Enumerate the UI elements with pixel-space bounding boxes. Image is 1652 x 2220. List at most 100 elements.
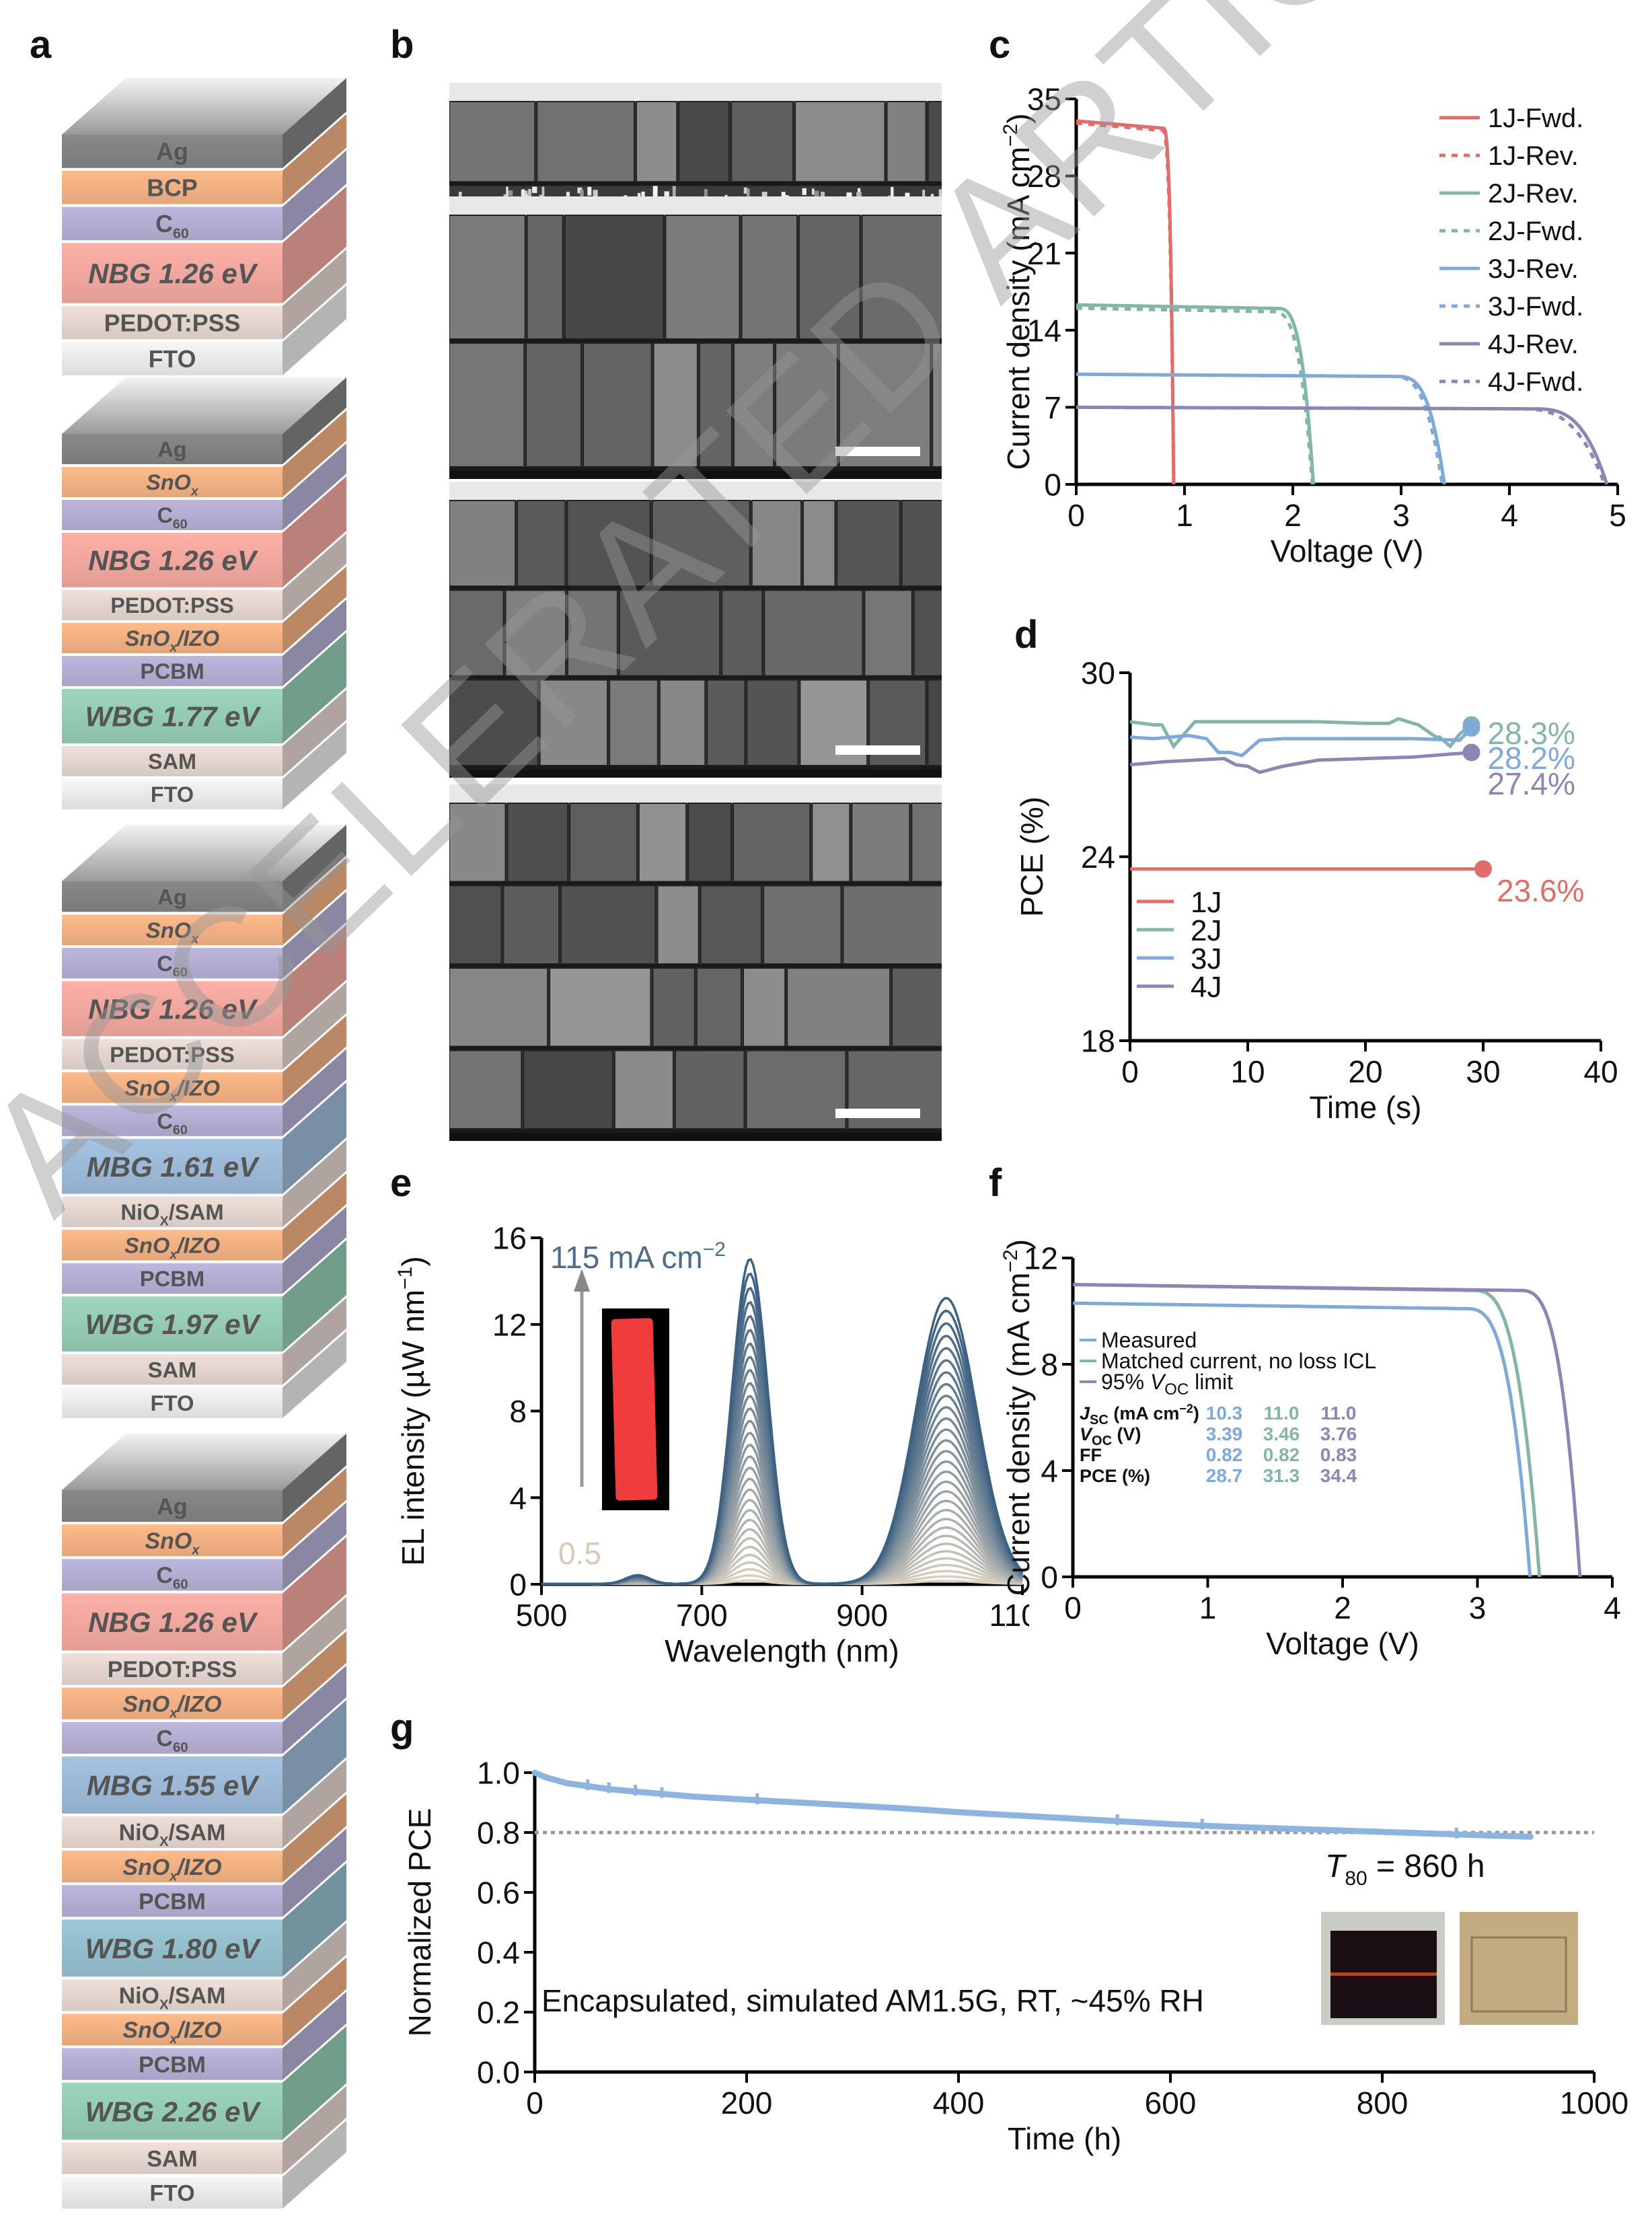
layer-label: SnOx/IZO (122, 1855, 221, 1884)
y-axis-label: EL intensity (µW nm−1) (397, 1256, 430, 1565)
sem-grain (566, 500, 651, 587)
layer-label: Ag (157, 885, 187, 910)
pce-trace-2j (1129, 716, 1473, 749)
sem-grain (539, 679, 609, 766)
param-row-label: PCE (%) (1080, 1466, 1150, 1486)
layer-label: NBG 1.26 eV (88, 994, 258, 1025)
sem-grain (613, 1049, 674, 1130)
sem-grain (733, 342, 775, 468)
param-value: 3.76 (1320, 1423, 1357, 1444)
jv-curve-95-v-oc-limit (1072, 1283, 1582, 1578)
layer-label: PEDOT:PSS (108, 1657, 237, 1682)
x-tick-label: 5 (1609, 498, 1626, 533)
layer-c60: C60 (62, 150, 346, 242)
layer-label: FTO (151, 1391, 194, 1415)
layer-nbg-1-26-ev: NBG 1.26 eV (62, 1537, 346, 1651)
sem-grain (526, 215, 564, 340)
y-tick-label: 18 (1081, 1024, 1115, 1059)
device-stack-3J: Ag SnOx C60 NBG 1.26 eV PEDOT:PSS SnOx/IZO C60… (0, 821, 390, 1426)
x-axis-label: Wavelength (nm) (665, 1633, 899, 1668)
layer-label: PCBM (140, 659, 204, 683)
x-tick-label: 2 (1334, 1590, 1351, 1625)
x-tick-label: 10 (1230, 1054, 1265, 1089)
layer-label: SnOx (145, 1528, 200, 1557)
legend-label: 2J (1191, 914, 1222, 947)
final-pce-label: 28.2% (1488, 741, 1575, 776)
sem-grain (566, 589, 618, 677)
x-tick-label: 900 (836, 1598, 888, 1633)
sem-grain (525, 342, 583, 468)
x-tick-label: 0 (1067, 498, 1085, 533)
sem-grain (891, 967, 942, 1047)
stack-top-face (62, 825, 346, 881)
jv-curve-3j-rev- (1076, 372, 1446, 485)
sem-substrate (449, 471, 942, 479)
sem-substrate (449, 770, 942, 778)
layer-nbg-1-26-ev: NBG 1.26 eV (62, 476, 346, 587)
legend-label: 95% VOC limit (1101, 1370, 1233, 1399)
device-photo-back (1460, 1912, 1578, 2025)
sem-grain (913, 589, 942, 677)
sem-grain (517, 500, 566, 587)
layer-label: NiOX/SAM (119, 1820, 226, 1849)
y-tick-label: 21 (1027, 236, 1061, 271)
layer-ag: Ag (62, 377, 346, 464)
sem-substrate-texture (587, 186, 592, 196)
final-pce-marker (1474, 860, 1492, 878)
layer-c60: C60 (62, 891, 346, 980)
stack-top-face (62, 377, 346, 434)
sem-grain (560, 885, 656, 965)
jv-curve-2j-rev- (1076, 303, 1316, 485)
layer-ag: Ag (62, 78, 346, 168)
layer-label: BCP (147, 174, 198, 201)
sem-grain (745, 1049, 847, 1130)
sem-grain (802, 500, 836, 587)
sem-grain (811, 803, 851, 883)
sem-grain (638, 803, 687, 883)
param-value: 0.82 (1263, 1444, 1300, 1465)
final-pce-marker (1462, 719, 1480, 737)
layer-label: PEDOT:PSS (104, 309, 241, 336)
legend-label: Matched current, no loss ICL (1101, 1349, 1376, 1373)
final-pce-label: 28.3% (1488, 716, 1575, 751)
chart-g-stability: 0 200 400 600 800 1000 0.0 0.2 0.4 0.6 0.8 1.0 Time … (402, 1756, 1628, 2156)
layer-label: FTO (151, 782, 194, 807)
layer-label: C60 (156, 1726, 188, 1755)
layer-snox: SnOx (62, 1468, 346, 1557)
jv-curve-2j-fwd- (1076, 306, 1314, 485)
sem-grain (449, 885, 502, 965)
x-tick-label: 800 (1357, 2085, 1409, 2120)
chart-c-jv-curves: 0 1 2 3 4 5 0 7 14 21 28 35 Voltage (V) Current densi… (1000, 82, 1626, 568)
sem-grain (763, 589, 864, 677)
sem-image-2J (449, 196, 942, 479)
scale-bar (835, 1109, 920, 1118)
sem-substrate-texture (506, 186, 509, 201)
sem-grain (927, 679, 942, 766)
legend-label: 4J-Rev. (1488, 330, 1579, 359)
sem-grain (836, 500, 901, 587)
layer-c60: C60 (62, 1665, 346, 1755)
y-tick-label: 14 (1027, 313, 1061, 348)
sem-grain (927, 101, 942, 183)
panel-label-c: c (989, 23, 1011, 67)
layer-snox-izo: SnOx/IZO (62, 1173, 346, 1262)
sem-grain (864, 589, 913, 677)
sem-image-4J (449, 784, 942, 1141)
y-tick-label: 0.8 (477, 1816, 520, 1851)
layer-c60: C60 (62, 443, 346, 531)
el-emission-area (611, 1318, 658, 1501)
layer-ag: Ag (62, 1434, 346, 1522)
layer-label: PCBM (139, 1889, 206, 1915)
sem-substrate-texture (531, 186, 537, 193)
layer-label: NBG 1.26 eV (88, 258, 258, 289)
jv-curve-1j-fwd- (1076, 119, 1176, 485)
y-tick-label: 12 (1024, 1241, 1058, 1276)
y-tick-label: 28 (1027, 159, 1061, 194)
sem-grain (504, 589, 566, 677)
sem-grain (506, 803, 569, 883)
y-tick-label: 0.4 (477, 1935, 520, 1970)
x-tick-label: 20 (1348, 1054, 1382, 1089)
sem-interface (449, 766, 942, 770)
stability-trace (531, 1769, 1534, 1840)
layer-snox-izo: SnOx/IZO (62, 1015, 346, 1105)
